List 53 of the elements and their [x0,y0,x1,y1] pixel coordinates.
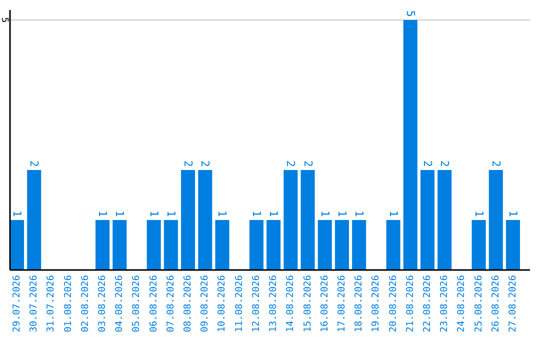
data-label: 1 [335,210,348,217]
x-tick-label: 31.07.2026 [46,274,57,332]
data-label: 1 [267,210,280,217]
x-tick-label: 18.08.2026 [354,274,365,332]
data-label: 1 [472,210,486,217]
data-label: 2 [28,160,41,167]
x-tick-label: 01.08.2026 [62,274,74,332]
data-label: 1 [164,210,178,217]
x-tick-label: 10.08.2026 [216,274,228,332]
x-tick-label: 02.08.2026 [80,274,91,332]
x-tick-label: 05.08.2026 [131,274,142,332]
x-tick-label: 24.08.2026 [456,274,468,332]
x-tick-label: 23.08.2026 [439,274,450,332]
data-label: 2 [489,160,502,167]
x-tick-label: 19.08.2026 [370,274,382,332]
data-label: 1 [386,210,400,217]
data-label: 1 [506,210,520,217]
data-label: 2 [182,160,195,167]
x-tick-label: 11.08.2026 [234,274,245,332]
x-tick-label: 17.08.2026 [336,274,348,332]
data-label: 1 [318,210,332,217]
data-label: 2 [198,160,212,167]
data-label: 1 [10,210,24,217]
x-tick-label: 13.08.2026 [268,274,280,332]
x-tick-label: 16.08.2026 [319,274,330,332]
data-label: 1 [147,210,160,217]
data-label: 5 [404,10,417,17]
x-tick-label: 07.08.2026 [165,274,176,332]
data-label: 2 [438,160,452,167]
data-label: 1 [216,210,229,217]
x-tick-label: 03.08.2026 [97,274,108,332]
x-tick-label: 29.07.2026 [12,274,23,332]
x-tick-label: 12.08.2026 [250,274,262,332]
x-tick-label: 14.08.2026 [285,274,296,332]
x-tick-label: 09.08.2026 [200,274,211,332]
x-tick-label: 04.08.2026 [114,274,126,332]
x-tick-label: 06.08.2026 [148,274,160,332]
x-tick-label: 25.08.2026 [473,274,484,332]
x-tick-label: 15.08.2026 [302,274,314,332]
x-tick-label: 20.08.2026 [388,274,399,332]
data-label: 2 [284,160,298,167]
x-tick-label: 26.08.2026 [490,274,502,332]
data-label: 2 [301,160,314,167]
x-tick-label: 21.08.2026 [404,274,416,332]
x-tick-label: 30.07.2026 [28,274,40,332]
x-tick-label: 27.08.2026 [507,274,518,332]
data-label: 2 [420,160,434,167]
data-label: 1 [352,210,366,217]
data-label: 1 [113,210,126,217]
x-tick-label: 22.08.2026 [422,274,433,332]
data-label: 1 [96,210,110,217]
x-tick-label: 08.08.2026 [182,274,194,332]
data-label: 1 [250,210,263,217]
